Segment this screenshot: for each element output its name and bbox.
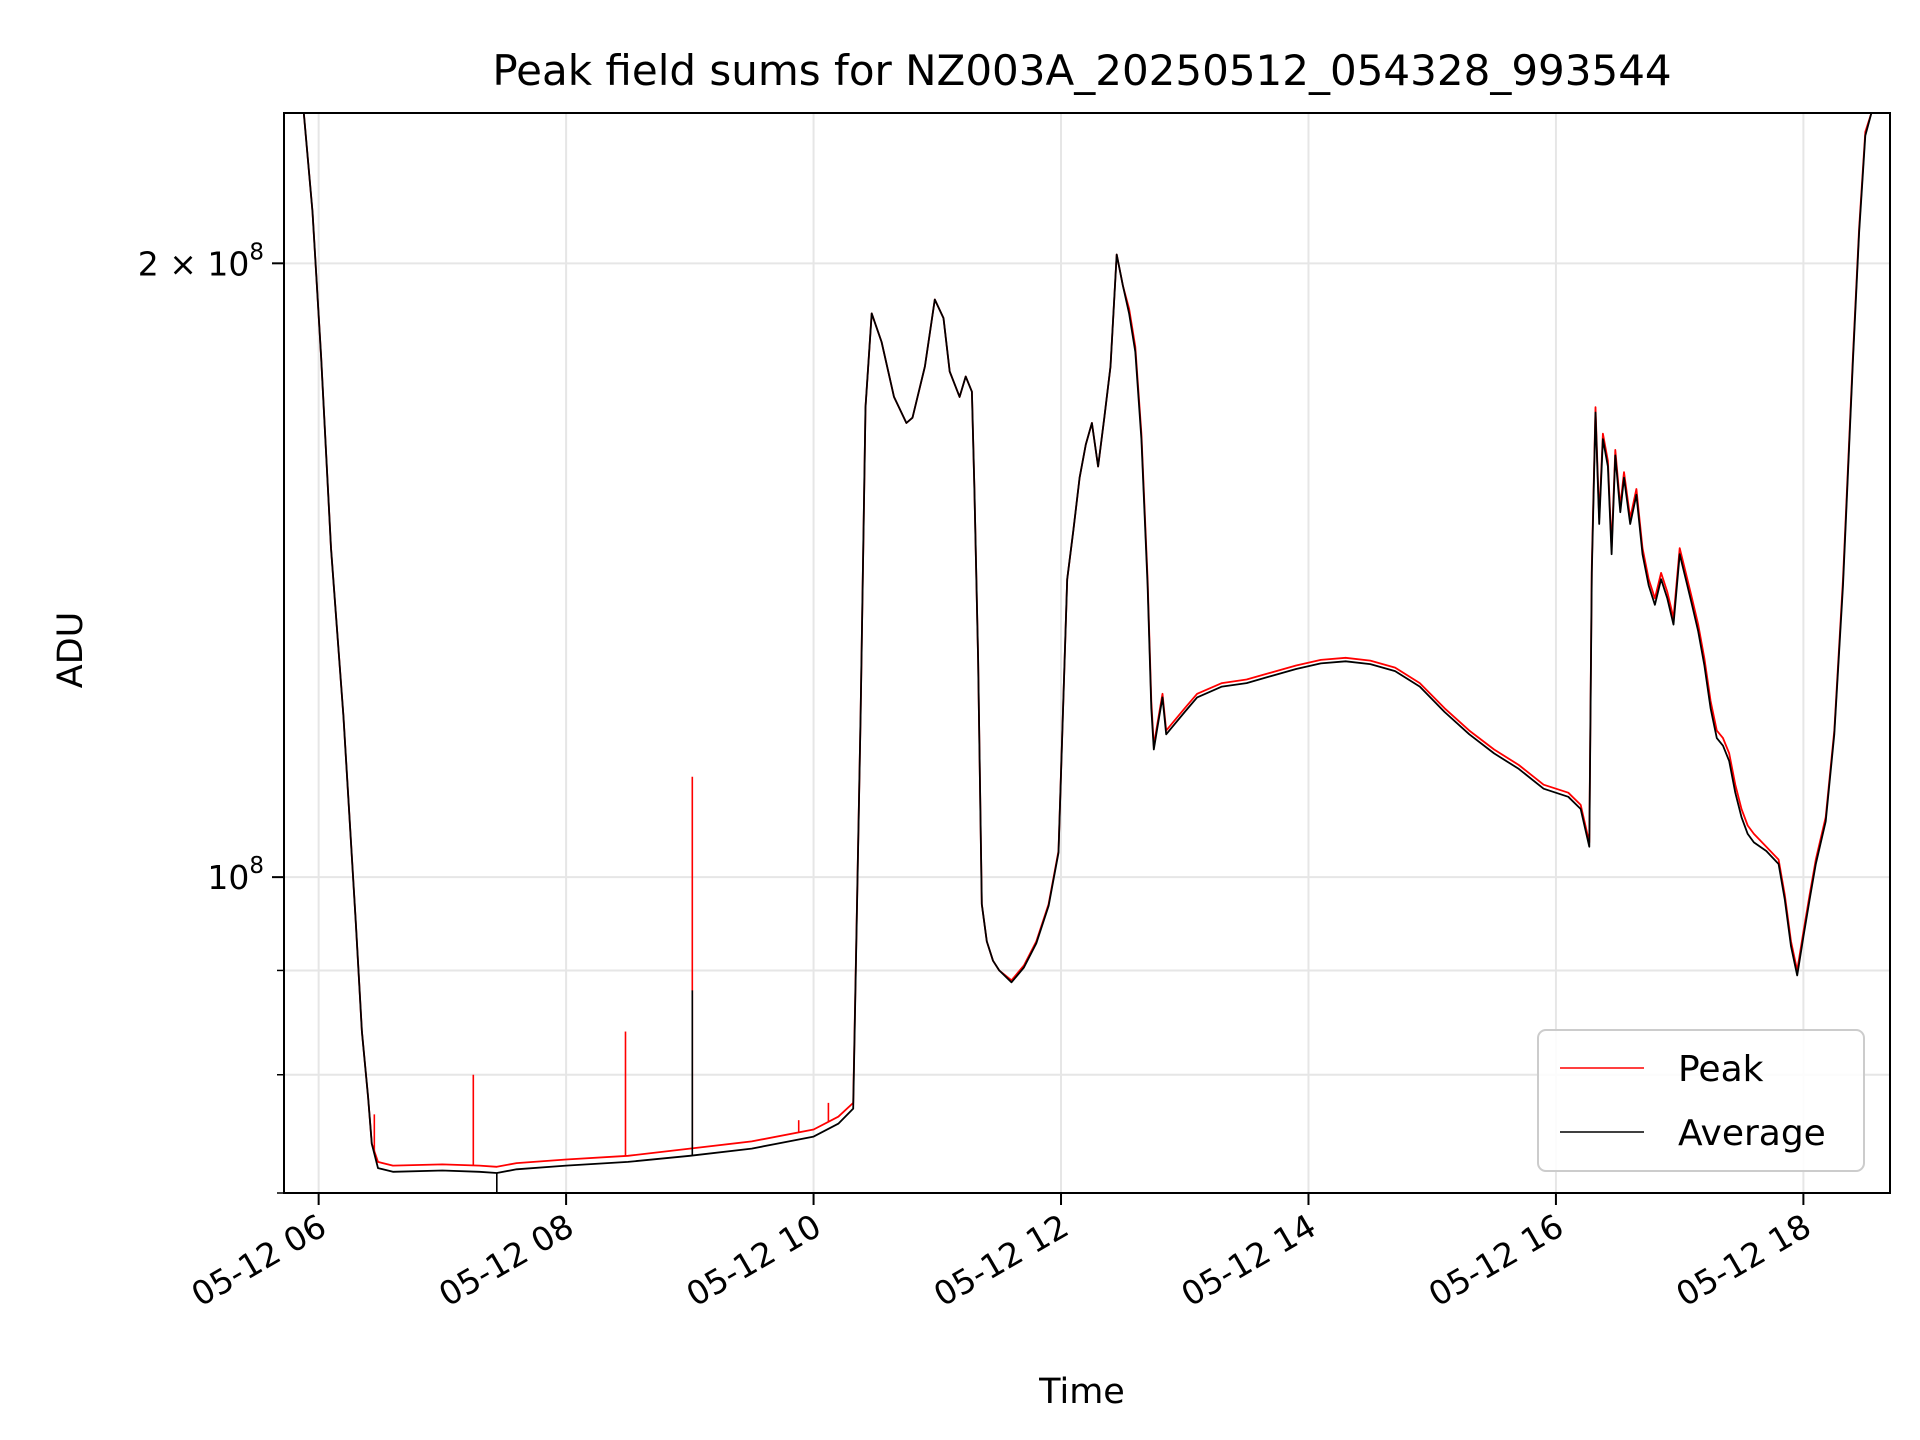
series-line-average bbox=[302, 112, 1873, 1174]
chart-title: Peak field sums for NZ003A_20250512_0543… bbox=[492, 46, 1671, 95]
legend-box bbox=[1537, 1029, 1865, 1172]
legend: Peak Average bbox=[1537, 1029, 1865, 1172]
x-axis-label: Time bbox=[1038, 1372, 1125, 1412]
legend-label-peak: Peak bbox=[1678, 1049, 1764, 1090]
legend-label-average: Average bbox=[1678, 1113, 1826, 1154]
y-tick-label: 2 × 108 bbox=[138, 239, 264, 283]
y-tick-label: 108 bbox=[207, 853, 264, 897]
series-layer bbox=[302, 112, 1873, 1193]
plot-frame bbox=[283, 112, 1891, 1194]
series-average bbox=[302, 112, 1873, 1193]
y-axis-label: ADU bbox=[51, 612, 91, 689]
